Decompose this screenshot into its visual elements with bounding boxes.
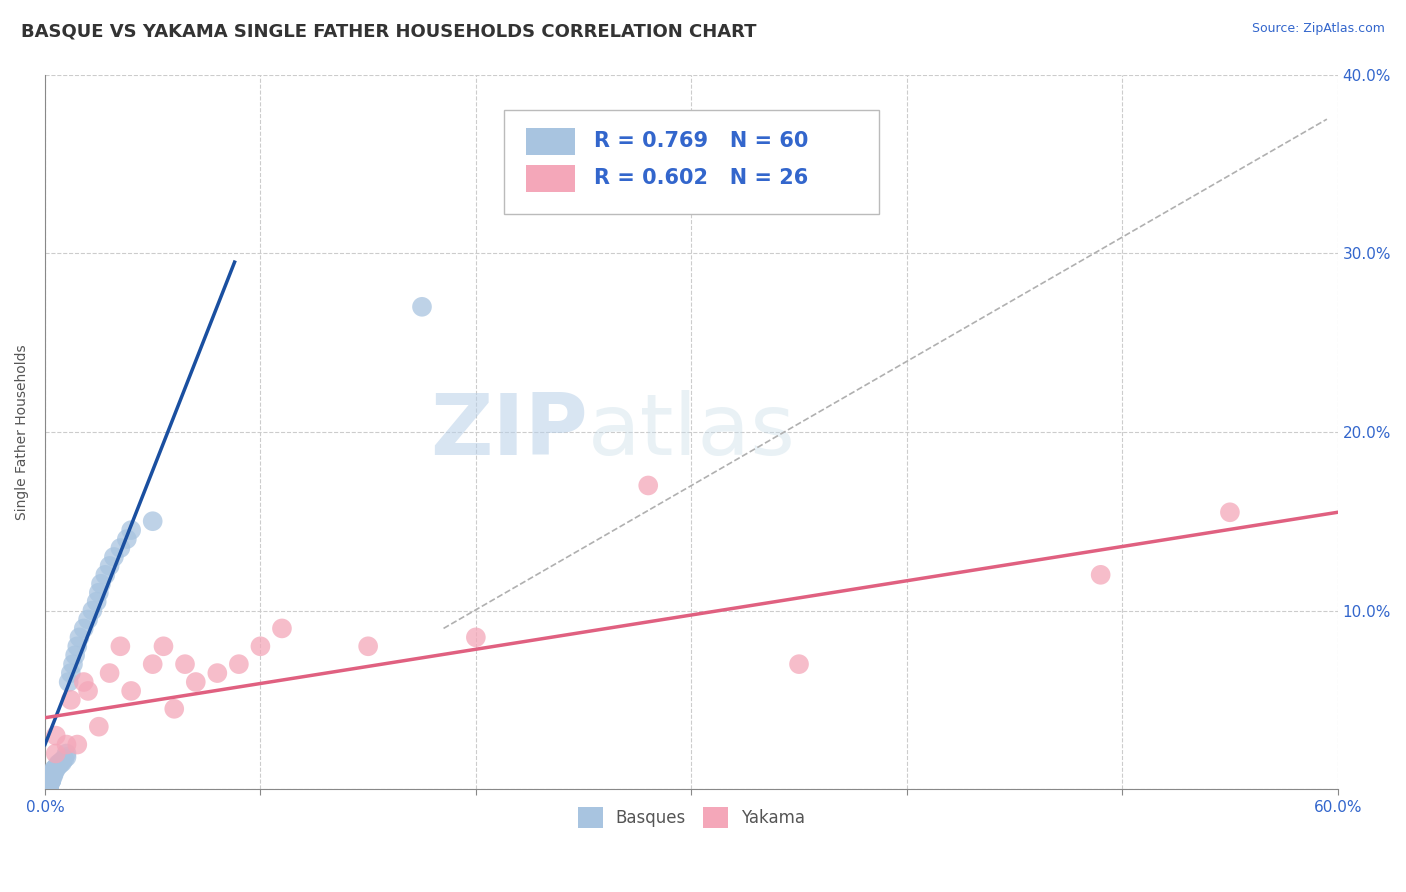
FancyBboxPatch shape [503,111,879,214]
Point [62,657,84,672]
Point [55,750,77,764]
Text: R = 0.769   N = 60: R = 0.769 N = 60 [595,131,808,151]
Point [41,768,63,782]
Point [77,684,100,698]
Point [142,514,165,528]
Point [207,666,229,681]
Point [120,523,142,537]
Point [41,773,63,788]
Point [49,756,72,770]
Point [38,779,60,793]
Point [66,738,89,752]
Point [58,675,80,690]
Point [59,693,82,707]
Point [411,300,433,314]
Point [45,761,67,775]
Point [42,764,65,779]
Point [42,764,65,779]
Point [94,567,117,582]
Point [41,770,63,784]
Point [637,478,659,492]
Point [38,777,60,791]
Point [41,770,63,784]
Point [87,720,110,734]
Point [38,779,60,793]
Point [66,640,89,654]
Point [41,768,63,782]
Point [271,621,294,635]
Point [77,612,100,626]
Point [41,773,63,788]
Point [59,666,82,681]
Point [42,764,65,779]
Point [98,666,121,681]
Point [87,585,110,599]
Point [51,754,73,768]
Point [82,603,104,617]
Point [38,779,60,793]
Bar [526,165,575,193]
Point [41,773,63,788]
Point [42,768,65,782]
Point [357,640,380,654]
Point [73,675,96,690]
Point [120,684,142,698]
Bar [526,128,575,155]
Point [142,657,165,672]
Point [42,763,65,777]
Point [63,648,86,663]
Point [38,777,60,791]
Point [41,772,63,786]
Point [53,752,76,766]
Point [98,558,121,573]
Text: BASQUE VS YAKAMA SINGLE FATHER HOUSEHOLDS CORRELATION CHART: BASQUE VS YAKAMA SINGLE FATHER HOUSEHOLD… [21,22,756,40]
Point [90,576,112,591]
Point [38,779,60,793]
Legend: Basques, Yakama: Basques, Yakama [571,801,811,835]
Text: ZIP: ZIP [430,391,588,474]
Point [41,772,63,786]
Point [42,766,65,780]
Point [38,775,60,789]
Point [249,640,271,654]
Point [51,756,73,770]
Point [55,747,77,761]
Point [787,657,810,672]
Point [152,640,174,654]
Point [69,631,91,645]
Point [228,657,250,672]
Point [38,775,60,789]
Point [45,761,67,775]
Point [42,766,65,780]
Point [46,759,69,773]
Point [46,759,69,773]
Point [1219,505,1241,519]
Point [49,757,72,772]
Text: atlas: atlas [588,391,796,474]
Point [110,640,132,654]
Text: R = 0.602   N = 26: R = 0.602 N = 26 [595,169,808,188]
Point [41,772,63,786]
Point [184,675,207,690]
Point [163,702,186,716]
Point [110,541,132,555]
Point [1090,567,1112,582]
Text: Source: ZipAtlas.com: Source: ZipAtlas.com [1251,22,1385,36]
Point [73,621,96,635]
Point [45,729,67,743]
Point [86,594,108,608]
Point [103,549,125,564]
Point [45,763,67,777]
Y-axis label: Single Father Households: Single Father Households [15,344,30,520]
Point [174,657,197,672]
Point [464,631,486,645]
Point [38,777,60,791]
Point [38,773,60,788]
Point [55,738,77,752]
Point [45,747,67,761]
Point [46,757,69,772]
Point [115,532,138,546]
